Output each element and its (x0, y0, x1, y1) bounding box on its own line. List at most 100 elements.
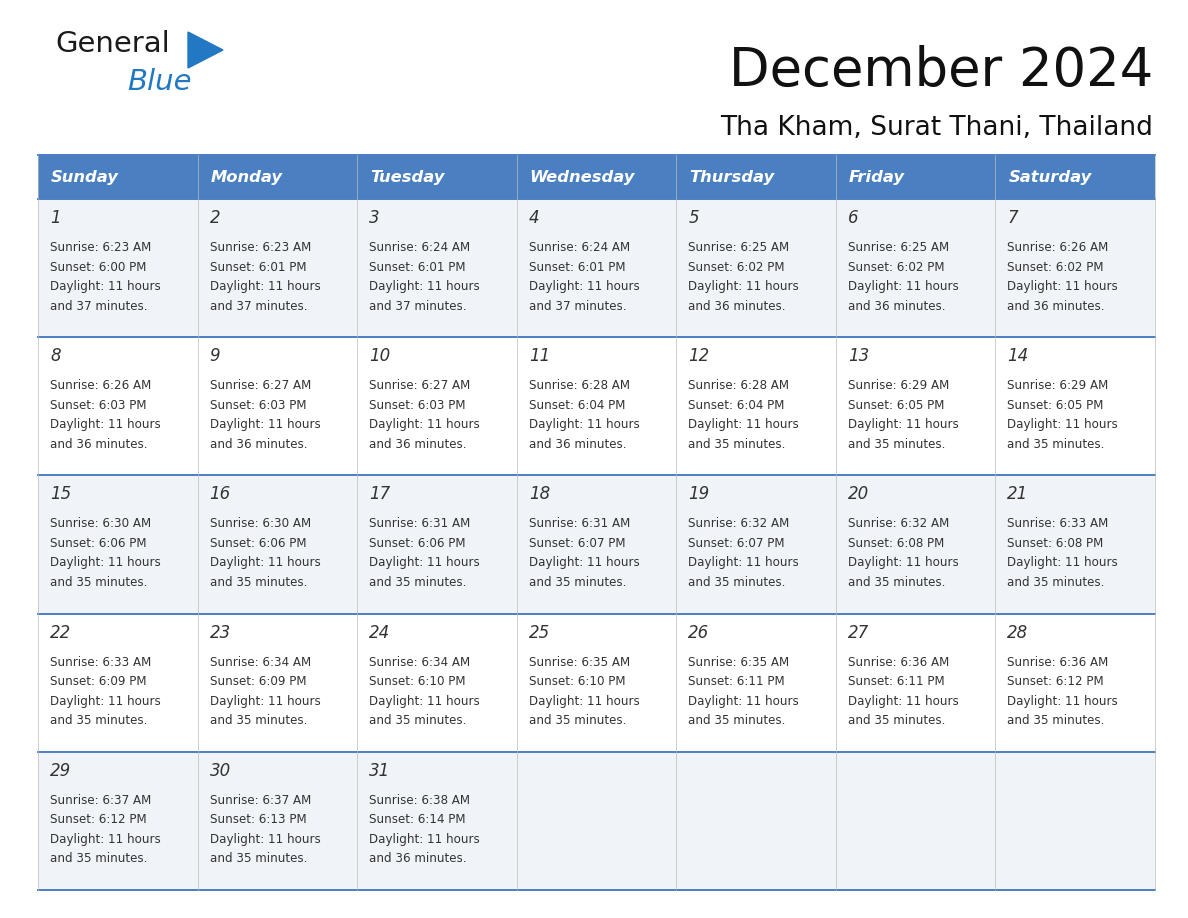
Text: and 35 minutes.: and 35 minutes. (50, 852, 147, 866)
Text: 1: 1 (50, 209, 61, 227)
Bar (38, 752, 197, 890)
Text: and 35 minutes.: and 35 minutes. (1007, 714, 1105, 727)
Bar (676, 199, 836, 337)
Text: Sunrise: 6:34 AM: Sunrise: 6:34 AM (369, 655, 470, 668)
Text: 21: 21 (1007, 486, 1029, 503)
Text: Daylight: 11 hours: Daylight: 11 hours (369, 556, 480, 569)
Text: 13: 13 (848, 347, 870, 365)
Bar (358, 613, 517, 752)
Bar (996, 752, 1155, 890)
Text: and 37 minutes.: and 37 minutes. (209, 299, 307, 312)
Text: Sunrise: 6:28 AM: Sunrise: 6:28 AM (529, 379, 630, 392)
Text: 9: 9 (209, 347, 220, 365)
Text: 10: 10 (369, 347, 391, 365)
Text: 2: 2 (209, 209, 220, 227)
Text: Sunrise: 6:29 AM: Sunrise: 6:29 AM (848, 379, 949, 392)
Text: Sunrise: 6:35 AM: Sunrise: 6:35 AM (529, 655, 630, 668)
Bar (996, 199, 1155, 337)
Text: Sunrise: 6:35 AM: Sunrise: 6:35 AM (688, 655, 789, 668)
Bar (197, 476, 358, 613)
Bar (836, 199, 996, 337)
Text: and 35 minutes.: and 35 minutes. (1007, 438, 1105, 451)
Bar (836, 752, 996, 890)
Text: and 35 minutes.: and 35 minutes. (688, 576, 785, 589)
Text: and 35 minutes.: and 35 minutes. (848, 576, 946, 589)
Text: Saturday: Saturday (1009, 170, 1092, 185)
Bar (38, 337, 197, 476)
Text: 26: 26 (688, 623, 709, 642)
Text: Sunrise: 6:36 AM: Sunrise: 6:36 AM (1007, 655, 1108, 668)
Text: Daylight: 11 hours: Daylight: 11 hours (688, 419, 800, 431)
Text: Sunrise: 6:36 AM: Sunrise: 6:36 AM (848, 655, 949, 668)
Text: and 35 minutes.: and 35 minutes. (848, 438, 946, 451)
Text: Daylight: 11 hours: Daylight: 11 hours (529, 556, 639, 569)
Polygon shape (188, 32, 223, 68)
Text: and 36 minutes.: and 36 minutes. (529, 438, 626, 451)
Text: Sunset: 6:02 PM: Sunset: 6:02 PM (848, 261, 944, 274)
Text: 20: 20 (848, 486, 870, 503)
Text: Sunset: 6:00 PM: Sunset: 6:00 PM (50, 261, 146, 274)
Text: Daylight: 11 hours: Daylight: 11 hours (209, 556, 321, 569)
Text: 29: 29 (50, 762, 71, 779)
Text: Sunset: 6:01 PM: Sunset: 6:01 PM (369, 261, 466, 274)
Text: 28: 28 (1007, 623, 1029, 642)
Text: 17: 17 (369, 486, 391, 503)
Text: Sunset: 6:12 PM: Sunset: 6:12 PM (50, 813, 146, 826)
Text: and 37 minutes.: and 37 minutes. (369, 299, 467, 312)
Text: and 36 minutes.: and 36 minutes. (848, 299, 946, 312)
Text: Sunrise: 6:27 AM: Sunrise: 6:27 AM (369, 379, 470, 392)
Text: and 37 minutes.: and 37 minutes. (529, 299, 626, 312)
Text: Sunset: 6:02 PM: Sunset: 6:02 PM (688, 261, 785, 274)
Text: Daylight: 11 hours: Daylight: 11 hours (1007, 695, 1118, 708)
Text: Monday: Monday (210, 170, 283, 185)
Text: Sunset: 6:08 PM: Sunset: 6:08 PM (1007, 537, 1104, 550)
Bar (38, 155, 197, 199)
Text: and 35 minutes.: and 35 minutes. (688, 438, 785, 451)
Bar (836, 155, 996, 199)
Text: and 37 minutes.: and 37 minutes. (50, 299, 147, 312)
Text: Sunset: 6:09 PM: Sunset: 6:09 PM (50, 675, 146, 688)
Text: Daylight: 11 hours: Daylight: 11 hours (369, 833, 480, 845)
Bar (996, 613, 1155, 752)
Text: 7: 7 (1007, 209, 1018, 227)
Text: and 35 minutes.: and 35 minutes. (529, 576, 626, 589)
Text: and 36 minutes.: and 36 minutes. (369, 852, 467, 866)
Bar (676, 476, 836, 613)
Text: and 35 minutes.: and 35 minutes. (209, 852, 307, 866)
Text: 27: 27 (848, 623, 870, 642)
Text: Sunset: 6:01 PM: Sunset: 6:01 PM (529, 261, 625, 274)
Text: Daylight: 11 hours: Daylight: 11 hours (529, 695, 639, 708)
Text: Sunrise: 6:32 AM: Sunrise: 6:32 AM (848, 518, 949, 531)
Text: 12: 12 (688, 347, 709, 365)
Text: Sunset: 6:05 PM: Sunset: 6:05 PM (1007, 398, 1104, 411)
Text: Daylight: 11 hours: Daylight: 11 hours (369, 695, 480, 708)
Text: Daylight: 11 hours: Daylight: 11 hours (688, 556, 800, 569)
Text: 3: 3 (369, 209, 380, 227)
Text: and 35 minutes.: and 35 minutes. (848, 714, 946, 727)
Text: Daylight: 11 hours: Daylight: 11 hours (209, 419, 321, 431)
Text: Sunset: 6:08 PM: Sunset: 6:08 PM (848, 537, 944, 550)
Text: Sunrise: 6:26 AM: Sunrise: 6:26 AM (50, 379, 151, 392)
Text: Sunrise: 6:24 AM: Sunrise: 6:24 AM (529, 241, 630, 254)
Text: Sunrise: 6:28 AM: Sunrise: 6:28 AM (688, 379, 789, 392)
Text: Sunrise: 6:32 AM: Sunrise: 6:32 AM (688, 518, 790, 531)
Text: Sunday: Sunday (51, 170, 119, 185)
Text: and 35 minutes.: and 35 minutes. (529, 714, 626, 727)
Text: Sunset: 6:12 PM: Sunset: 6:12 PM (1007, 675, 1104, 688)
Text: 30: 30 (209, 762, 230, 779)
Bar (197, 613, 358, 752)
Text: Daylight: 11 hours: Daylight: 11 hours (50, 833, 160, 845)
Text: Daylight: 11 hours: Daylight: 11 hours (688, 280, 800, 293)
Bar (38, 476, 197, 613)
Text: and 36 minutes.: and 36 minutes. (50, 438, 147, 451)
Bar (358, 476, 517, 613)
Text: and 35 minutes.: and 35 minutes. (50, 714, 147, 727)
Text: 31: 31 (369, 762, 391, 779)
Text: Blue: Blue (127, 68, 191, 96)
Text: Daylight: 11 hours: Daylight: 11 hours (50, 419, 160, 431)
Text: Sunset: 6:05 PM: Sunset: 6:05 PM (848, 398, 944, 411)
Text: General: General (55, 30, 170, 58)
Text: Sunset: 6:09 PM: Sunset: 6:09 PM (209, 675, 307, 688)
Bar (517, 476, 676, 613)
Text: Sunset: 6:06 PM: Sunset: 6:06 PM (369, 537, 466, 550)
